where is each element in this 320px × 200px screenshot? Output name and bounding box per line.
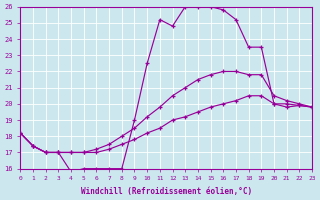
X-axis label: Windchill (Refroidissement éolien,°C): Windchill (Refroidissement éolien,°C) xyxy=(81,187,252,196)
